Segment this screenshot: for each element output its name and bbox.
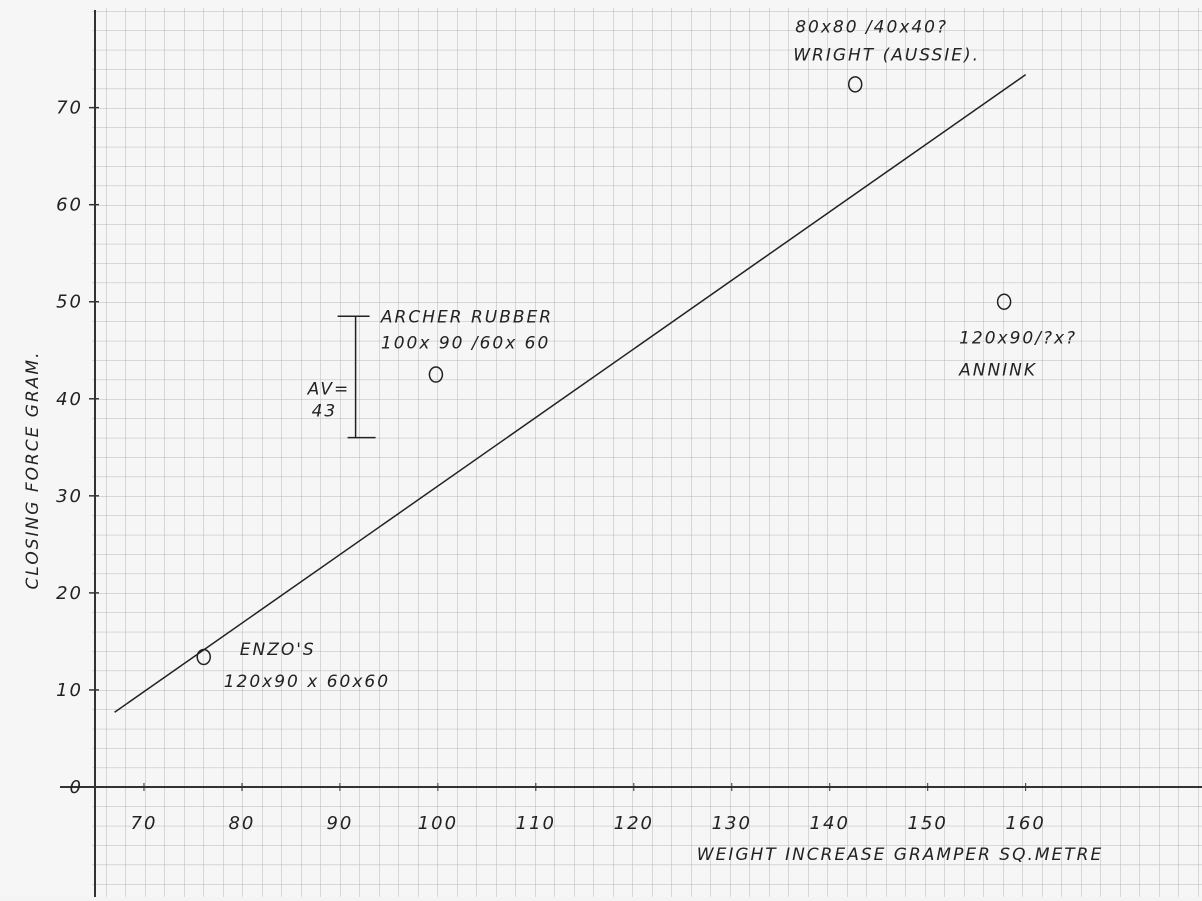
x-tick-label: 70	[131, 813, 158, 834]
point-label: ARCHER RUBBER	[380, 308, 553, 328]
y-tick-label: 40	[56, 389, 83, 410]
x-tick-label: 110	[516, 813, 556, 834]
data-point	[847, 76, 863, 93]
x-tick-label: 160	[1005, 813, 1045, 834]
graph-paper	[92, 8, 1202, 897]
point-label: 80x80 /40x40?	[795, 17, 948, 37]
x-tick-label: 150	[908, 813, 948, 834]
average-value: 43	[312, 402, 338, 422]
y-tick-label: 60	[56, 195, 83, 216]
y-axis-label: CLOSING FORCE GRAM.	[23, 351, 43, 590]
y-tick-label: 10	[56, 680, 83, 701]
x-axis-label: WEIGHT INCREASE GRAMPER SQ.METRE	[697, 845, 1103, 865]
y-tick-label: 30	[56, 486, 83, 507]
x-tick-label: 90	[326, 813, 353, 834]
y-tick-label: 20	[56, 583, 83, 604]
x-tick-label: 100	[418, 813, 458, 834]
point-label: 120x90/?x?	[959, 329, 1077, 349]
y-tick-label: 70	[56, 98, 83, 119]
point-label: WRIGHT (AUSSIE).	[793, 45, 980, 65]
point-label: 100x 90 /60x 60	[381, 334, 550, 354]
point-label: ANNINK	[958, 361, 1037, 381]
data-point	[196, 648, 211, 666]
average-label: AV=	[307, 380, 351, 400]
point-label: 120x90 x 60x60	[224, 672, 390, 692]
trend-line	[114, 74, 1027, 713]
x-tick-label: 130	[712, 813, 752, 834]
y-tick-label: 50	[56, 292, 83, 313]
x-tick-label: 120	[614, 813, 654, 834]
data-point	[996, 293, 1012, 310]
x-tick-label: 80	[228, 813, 255, 834]
y-tick-label: 0	[70, 777, 83, 798]
x-tick-label: 140	[810, 813, 850, 834]
point-label: ENZO'S	[240, 640, 316, 660]
data-point	[428, 366, 444, 383]
